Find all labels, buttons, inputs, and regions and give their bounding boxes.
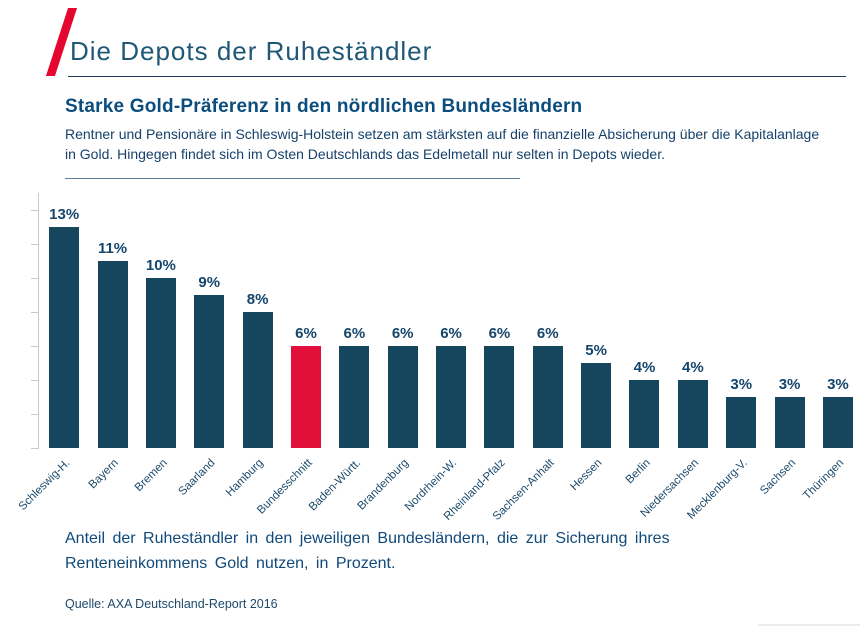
- bar-value-label: 6%: [391, 325, 414, 342]
- header-divider: [68, 76, 846, 77]
- bar-group: 3% Mecklenburg-V.: [685, 193, 765, 522]
- bar-group: 8% Hamburg: [224, 193, 281, 499]
- bar-value-label: 9%: [198, 274, 221, 291]
- x-axis-label: Hessen: [568, 457, 605, 494]
- x-axis-label: Sachsen: [757, 457, 799, 498]
- bar: [49, 227, 80, 448]
- x-axis-label: Schleswig-H.: [16, 457, 73, 513]
- bar-group: 6% Bundesschnitt: [255, 193, 330, 517]
- bar: [436, 346, 467, 448]
- bar: [581, 363, 612, 448]
- y-axis-tick: [31, 210, 38, 211]
- bar-group: 6% Nordrhein-W.: [403, 193, 475, 513]
- bar-value-label: 4%: [682, 359, 704, 376]
- bar-group: 4% Niedersachsen: [639, 193, 717, 520]
- bar: [242, 312, 273, 448]
- y-axis: [38, 193, 39, 449]
- y-axis-tick: [31, 414, 38, 415]
- bar-value-label: 8%: [246, 291, 269, 308]
- y-axis-tick: [31, 244, 38, 245]
- page-title: Die Depots der Ruheständler: [70, 36, 433, 66]
- bar: [532, 346, 563, 448]
- bar-value-label: 6%: [295, 325, 317, 342]
- bar: [387, 346, 418, 448]
- bar-value-label: 6%: [536, 325, 559, 342]
- bar: [774, 397, 805, 448]
- chart-caption: Anteil der Ruheständler in den jeweilige…: [65, 530, 670, 572]
- bar-value-label: 4%: [633, 359, 656, 376]
- bar: [339, 346, 370, 448]
- x-axis-label: Berlin: [623, 457, 653, 487]
- bar-highlight: [290, 346, 321, 448]
- bar-value-label: 3%: [827, 376, 849, 393]
- bar-chart-area: 13% Schleswig-H. 11% Bayern 10% Bremen 9% Saarl…: [0, 193, 866, 528]
- x-axis-label: Saarland: [176, 457, 218, 499]
- x-axis-label: Baden-Württ.: [306, 457, 363, 514]
- bar-value-label: 5%: [585, 342, 607, 359]
- bar-value-label: 10%: [145, 257, 176, 274]
- subtitle-divider: [65, 178, 520, 179]
- y-axis-tick: [31, 346, 38, 347]
- footer-divider: [758, 624, 860, 626]
- bar: [677, 380, 708, 448]
- bar-group: 6% Brandenburg: [356, 193, 427, 513]
- bar-group: 3% Sachsen: [758, 193, 813, 497]
- bar-group: 6% Baden-Württ.: [306, 193, 378, 513]
- bar-value-label: 6%: [343, 325, 366, 342]
- bar-chart: 13% Schleswig-H. 11% Bayern 10% Bremen 9% Saarl…: [17, 193, 862, 523]
- bar-group: 6% Sachsen-Anhalt: [490, 193, 572, 523]
- y-axis-tick: [31, 278, 38, 279]
- bar-group: 11% Bayern: [87, 193, 136, 491]
- bar: [822, 397, 853, 448]
- bar-group: 10% Bremen: [132, 193, 185, 494]
- source-note: Quelle: AXA Deutschland-Report 2016: [65, 597, 278, 611]
- bar-value-label: 6%: [440, 325, 462, 342]
- chart-title: Starke Gold-Präferenz in den nördlichen …: [65, 96, 583, 117]
- bar-group: 13% Schleswig-H.: [17, 193, 88, 513]
- x-axis-label: Hamburg: [224, 457, 267, 499]
- bar: [145, 278, 176, 448]
- bar-group: 4% Berlin: [620, 193, 668, 486]
- bar: [97, 261, 128, 448]
- bar-value-label: 6%: [488, 325, 511, 342]
- bar: [194, 295, 225, 448]
- bar: [484, 346, 515, 448]
- bar: [629, 380, 660, 448]
- bar-group: 9% Saarland: [177, 193, 233, 498]
- y-axis-tick: [31, 448, 38, 449]
- bar-group: 5% Hessen: [569, 193, 620, 493]
- bar-group: 3% Thüringen: [801, 193, 862, 502]
- bar-group: 6% Rheinland-Pfalz: [442, 193, 523, 523]
- bar-value-label: 3%: [730, 376, 753, 393]
- x-axis-label: Thüringen: [801, 457, 847, 503]
- y-axis-tick: [31, 380, 38, 381]
- bar: [726, 397, 757, 448]
- y-axis-tick: [31, 312, 38, 313]
- bar-value-label: 11%: [97, 240, 128, 257]
- x-axis-label: Bayern: [86, 457, 122, 492]
- x-axis-label: Bremen: [132, 457, 170, 494]
- bar-value-label: 13%: [49, 206, 80, 223]
- chart-subtitle: Rentner und Pensionäre in Schleswig-Hols…: [65, 126, 820, 162]
- bar-value-label: 3%: [778, 376, 801, 393]
